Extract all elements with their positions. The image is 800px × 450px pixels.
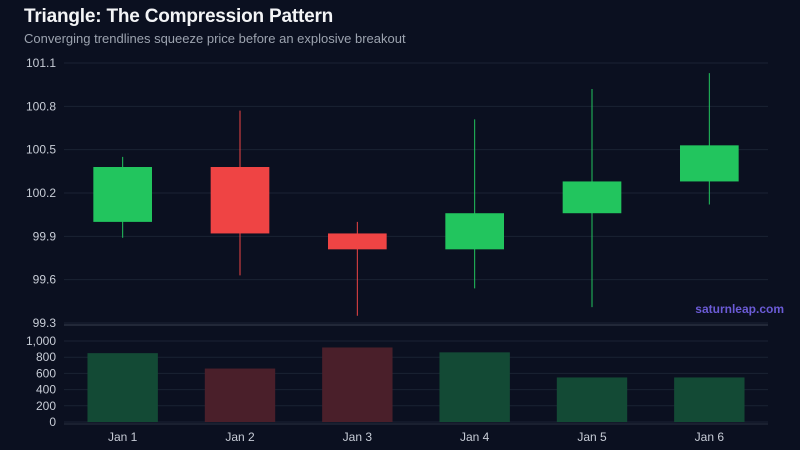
volume-y-ticks: 1,000 800 600 400 200 0 xyxy=(26,334,56,429)
price-tick-label: 101.1 xyxy=(26,56,56,70)
price-tick-label: 99.9 xyxy=(33,229,57,243)
volume-tick-label: 0 xyxy=(49,415,56,429)
volume-tick-label: 1,000 xyxy=(26,334,56,348)
volume-grid xyxy=(64,340,768,423)
volume-tick-label: 400 xyxy=(36,383,56,397)
price-tick-label: 100.2 xyxy=(26,186,56,200)
volume-bar xyxy=(674,377,745,422)
volume-bar xyxy=(204,368,276,422)
price-tick-label: 99.6 xyxy=(33,273,57,287)
volume-bars xyxy=(87,347,745,422)
x-tick-label: Jan 6 xyxy=(695,430,725,444)
price-grid xyxy=(64,62,768,324)
x-tick-label: Jan 3 xyxy=(343,430,373,444)
volume-bar xyxy=(87,353,158,422)
candle-body xyxy=(93,167,152,222)
candle-body xyxy=(445,213,504,250)
candle-body xyxy=(680,145,739,182)
candle-body xyxy=(562,181,622,214)
volume-tick-label: 600 xyxy=(36,366,56,380)
chart-subtitle: Converging trendlines squeeze price befo… xyxy=(24,31,406,46)
x-tick-label: Jan 4 xyxy=(460,430,490,444)
price-tick-label: 99.3 xyxy=(33,316,57,330)
chart-title: Triangle: The Compression Pattern xyxy=(24,6,334,27)
volume-bar xyxy=(439,352,510,422)
x-ticks: Jan 1 Jan 2 Jan 3 Jan 4 Jan 5 Jan 6 xyxy=(108,430,724,444)
price-tick-label: 100.5 xyxy=(26,143,56,157)
x-tick-label: Jan 1 xyxy=(108,430,138,444)
x-tick-label: Jan 5 xyxy=(577,430,607,444)
candles xyxy=(93,73,739,316)
price-y-ticks: 101.1 100.8 100.5 100.2 99.9 99.6 99.3 xyxy=(26,56,56,330)
volume-bar xyxy=(322,347,393,422)
candle-body xyxy=(210,167,270,234)
x-tick-label: Jan 2 xyxy=(225,430,255,444)
volume-tick-label: 800 xyxy=(36,350,56,364)
candle-body xyxy=(328,233,387,250)
volume-bar xyxy=(556,377,628,422)
watermark: saturnleap.com xyxy=(695,302,784,316)
volume-tick-label: 200 xyxy=(36,399,56,413)
price-tick-label: 100.8 xyxy=(26,99,56,113)
